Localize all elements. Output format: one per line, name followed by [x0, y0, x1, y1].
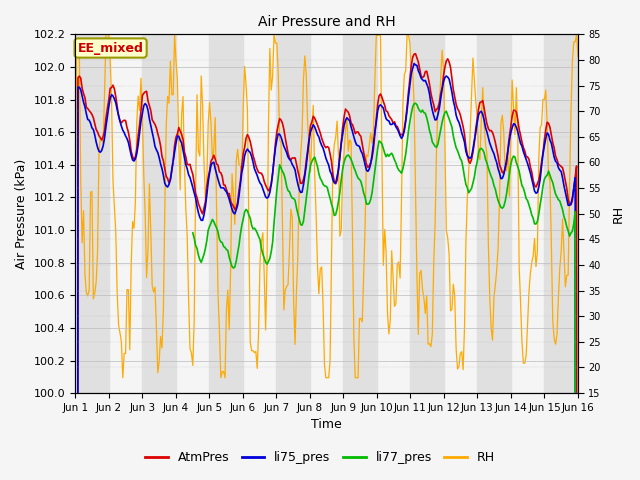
- Bar: [209, 35, 243, 393]
- Title: Air Pressure and RH: Air Pressure and RH: [258, 15, 396, 29]
- Bar: [343, 35, 377, 393]
- X-axis label: Time: Time: [311, 419, 342, 432]
- Legend: AtmPres, li75_pres, li77_pres, RH: AtmPres, li75_pres, li77_pres, RH: [140, 446, 500, 469]
- Bar: [410, 35, 444, 393]
- Bar: [545, 35, 578, 393]
- Bar: [75, 35, 109, 393]
- Bar: [142, 35, 176, 393]
- Bar: [477, 35, 511, 393]
- Bar: [276, 35, 310, 393]
- Text: EE_mixed: EE_mixed: [77, 41, 143, 55]
- Y-axis label: Air Pressure (kPa): Air Pressure (kPa): [15, 158, 28, 269]
- Y-axis label: RH: RH: [612, 204, 625, 223]
